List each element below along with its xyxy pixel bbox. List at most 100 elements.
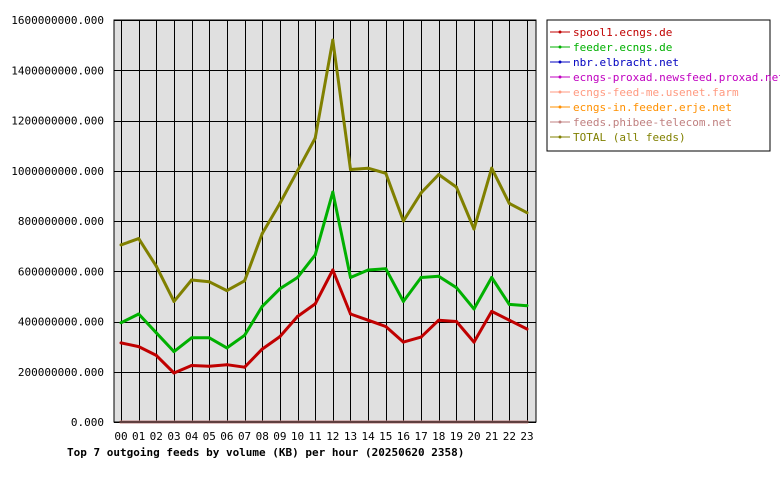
- legend-swatch-marker: [558, 45, 562, 49]
- data-point: [384, 171, 388, 175]
- series-line: [120, 268, 528, 375]
- x-tick-label: 14: [362, 430, 376, 443]
- legend-label: ecngs-in.feeder.erje.net: [573, 101, 732, 114]
- data-point: [437, 274, 441, 278]
- x-tick-label: 01: [132, 430, 145, 443]
- data-point: [154, 264, 158, 268]
- data-point: [172, 371, 176, 375]
- data-point: [207, 336, 211, 340]
- data-point: [472, 340, 476, 344]
- data-point: [366, 268, 370, 272]
- y-tick-label: 200000000.000: [18, 366, 104, 379]
- data-point: [119, 341, 123, 345]
- x-tick-label: 13: [344, 430, 357, 443]
- data-point: [507, 318, 511, 322]
- data-point: [401, 219, 405, 223]
- data-point: [401, 340, 405, 344]
- data-point: [472, 227, 476, 231]
- data-point: [207, 364, 211, 368]
- x-tick-label: 18: [432, 430, 445, 443]
- data-point: [172, 350, 176, 354]
- data-point: [313, 253, 317, 257]
- x-tick-label: 15: [379, 430, 392, 443]
- legend-swatch-marker: [558, 30, 562, 34]
- data-point: [507, 201, 511, 205]
- data-point: [225, 363, 229, 367]
- data-point: [490, 166, 494, 170]
- x-tick-label: 22: [503, 430, 516, 443]
- legend-swatch-marker: [558, 60, 562, 64]
- data-point: [419, 191, 423, 195]
- data-point: [154, 331, 158, 335]
- data-point: [348, 167, 352, 171]
- data-point: [225, 289, 229, 293]
- data-point: [119, 321, 123, 325]
- data-point: [260, 232, 264, 236]
- y-tick-label: 0.000: [71, 416, 104, 429]
- y-tick-label: 1200000000.000: [11, 115, 104, 128]
- data-point: [296, 314, 300, 318]
- data-point: [331, 190, 335, 194]
- legend-swatch-marker: [558, 105, 562, 109]
- data-point: [348, 276, 352, 280]
- data-point: [419, 335, 423, 339]
- data-point: [154, 353, 158, 357]
- x-tick-label: 21: [485, 430, 498, 443]
- data-point: [525, 327, 529, 331]
- legend-label: TOTAL (all feeds): [573, 131, 686, 144]
- x-tick-label: 23: [520, 430, 533, 443]
- data-point: [137, 237, 141, 241]
- x-tick-label: 16: [397, 430, 410, 443]
- data-point: [313, 302, 317, 306]
- data-point: [454, 185, 458, 189]
- legend-label: spool1.ecngs.de: [573, 26, 672, 39]
- legend-label: ecngs-feed-me.usenet.farm: [573, 86, 739, 99]
- legend-label: ecngs-proxad.newsfeed.proxad.net: [573, 71, 780, 84]
- x-tick-label: 05: [203, 430, 216, 443]
- data-point: [348, 312, 352, 316]
- series-1: [119, 190, 529, 354]
- x-tick-label: 02: [150, 430, 163, 443]
- data-point: [243, 279, 247, 283]
- x-tick-label: 20: [467, 430, 480, 443]
- data-point: [525, 211, 529, 215]
- data-point: [472, 307, 476, 311]
- data-point: [260, 347, 264, 351]
- x-tick-label: 04: [185, 430, 199, 443]
- y-axis-ticks: 0.000 200000000.000 400000000.000 600000000…: [11, 14, 104, 429]
- data-point: [419, 276, 423, 280]
- data-point: [331, 38, 335, 42]
- y-tick-label: 1400000000.000: [11, 64, 104, 77]
- data-point: [331, 268, 335, 272]
- legend-swatch-marker: [558, 90, 562, 94]
- y-tick-label: 800000000.000: [18, 215, 104, 228]
- x-axis-ticks: 00 01 02 03 04 05 06 07 08 09 10 11 12 13 14 15 16 17 18 19…: [114, 430, 533, 443]
- data-point: [454, 286, 458, 290]
- series-0: [119, 268, 529, 375]
- data-point: [296, 169, 300, 173]
- x-tick-label: 06: [220, 430, 233, 443]
- legend-box: [546, 19, 771, 152]
- data-point: [243, 365, 247, 369]
- data-point: [137, 312, 141, 316]
- x-tick-label: 07: [238, 430, 251, 443]
- x-tick-label: 11: [309, 430, 322, 443]
- y-tick-label: 600000000.000: [18, 265, 104, 278]
- legend-label: nbr.elbracht.net: [573, 56, 679, 69]
- data-point: [507, 302, 511, 306]
- data-point: [437, 318, 441, 322]
- data-point: [278, 201, 282, 205]
- data-point: [454, 320, 458, 323]
- plot-frame: [113, 19, 537, 423]
- data-point: [190, 363, 194, 367]
- data-point: [366, 166, 370, 170]
- x-tick-label: 03: [167, 430, 180, 443]
- legend-label: feeds.phibee-telecom.net: [573, 116, 732, 129]
- data-point: [243, 333, 247, 337]
- data-point: [190, 336, 194, 340]
- y-tick-label: 1600000000.000: [11, 14, 104, 27]
- y-tick-label: 1000000000.000: [11, 165, 104, 178]
- data-point: [313, 136, 317, 140]
- x-tick-label: 12: [326, 430, 339, 443]
